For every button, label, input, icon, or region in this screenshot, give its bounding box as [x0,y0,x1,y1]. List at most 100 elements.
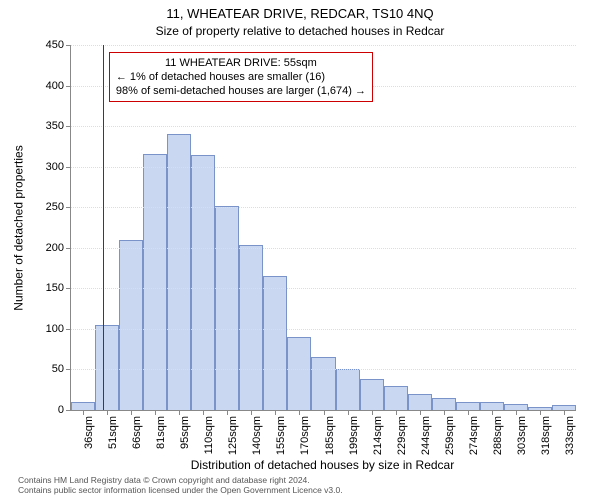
y-tick-label: 400 [46,80,64,92]
gridline [71,126,576,127]
x-tick-label: 214sqm [372,416,384,455]
x-axis-label: Distribution of detached houses by size … [70,458,575,472]
gridline [71,207,576,208]
x-tick [540,410,541,415]
histogram-bar [143,154,167,410]
gridline [71,288,576,289]
histogram-bar [287,337,311,410]
gridline [71,45,576,46]
x-tick-label: 155sqm [275,416,287,455]
histogram-bar [456,402,480,410]
histogram-bar [71,402,95,410]
x-tick [516,410,517,415]
x-tick [564,410,565,415]
x-tick-label: 199sqm [348,416,360,455]
x-tick [299,410,300,415]
y-tick-label: 200 [46,242,64,254]
y-tick-label: 350 [46,120,64,132]
info-box-line: 11 WHEATEAR DRIVE: 55sqm [116,56,366,70]
y-tick [66,126,71,127]
x-tick-label: 95sqm [179,416,191,449]
x-tick-label: 125sqm [227,416,239,455]
chart-subtitle: Size of property relative to detached ho… [0,24,600,38]
chart-title: 11, WHEATEAR DRIVE, REDCAR, TS10 4NQ [0,6,600,21]
x-tick [107,410,108,415]
y-axis-label-text: Number of detached properties [12,145,26,310]
x-tick [420,410,421,415]
x-tick-label: 229sqm [396,416,408,455]
histogram-bar [408,394,432,410]
x-tick [396,410,397,415]
x-tick [131,410,132,415]
y-tick [66,207,71,208]
histogram-bar [432,398,456,410]
y-axis-label: Number of detached properties [12,45,26,410]
y-tick [66,288,71,289]
histogram-bar [336,369,360,410]
x-tick-label: 303sqm [516,416,528,455]
x-tick [492,410,493,415]
y-tick [66,248,71,249]
property-info-box: 11 WHEATEAR DRIVE: 55sqm← 1% of detached… [109,52,373,103]
y-tick [66,167,71,168]
y-tick-label: 300 [46,161,64,173]
y-tick [66,369,71,370]
x-tick [444,410,445,415]
histogram-bar [384,386,408,410]
page-root: 11, WHEATEAR DRIVE, REDCAR, TS10 4NQ Siz… [0,0,600,500]
y-tick-label: 100 [46,323,64,335]
gridline [71,369,576,370]
y-tick [66,45,71,46]
x-tick-label: 170sqm [299,416,311,455]
x-tick-label: 140sqm [251,416,263,455]
x-tick [275,410,276,415]
x-tick [203,410,204,415]
histogram-bar [480,402,504,410]
chart-plot-area: 05010015020025030035040045036sqm51sqm66s… [70,45,576,411]
histogram-bar [191,155,215,411]
x-tick-label: 274sqm [468,416,480,455]
x-tick [468,410,469,415]
x-tick-label: 333sqm [564,416,576,455]
x-tick [179,410,180,415]
info-box-line: ← 1% of detached houses are smaller (16) [116,70,366,84]
x-tick-label: 288sqm [492,416,504,455]
x-tick [372,410,373,415]
x-tick [251,410,252,415]
footer-attribution: Contains HM Land Registry data © Crown c… [18,476,582,496]
y-tick [66,329,71,330]
gridline [71,329,576,330]
histogram-bar [360,379,384,410]
histogram-bar [215,206,239,410]
x-tick [83,410,84,415]
x-tick-label: 318sqm [540,416,552,455]
histogram-bar [119,240,143,410]
x-tick [348,410,349,415]
x-tick-label: 259sqm [444,416,456,455]
y-tick-label: 0 [58,404,64,416]
footer-line-2: Contains public sector information licen… [18,486,582,496]
gridline [71,248,576,249]
x-tick-label: 185sqm [324,416,336,455]
y-tick [66,410,71,411]
y-tick-label: 250 [46,201,64,213]
x-tick-label: 244sqm [420,416,432,455]
x-tick-label: 51sqm [107,416,119,449]
histogram-bar [95,325,119,410]
histogram-bar [263,276,287,410]
x-tick [227,410,228,415]
y-tick-label: 150 [46,282,64,294]
x-tick [155,410,156,415]
histogram-bar [239,245,263,410]
x-tick-label: 36sqm [83,416,95,449]
histogram-bar [311,357,335,410]
x-tick-label: 110sqm [203,416,215,454]
info-box-line: 98% of semi-detached houses are larger (… [116,84,366,98]
x-tick [324,410,325,415]
x-tick-label: 66sqm [131,416,143,449]
gridline [71,167,576,168]
y-tick-label: 450 [46,39,64,51]
y-tick [66,86,71,87]
y-tick-label: 50 [52,363,64,375]
property-marker-line [103,45,104,410]
